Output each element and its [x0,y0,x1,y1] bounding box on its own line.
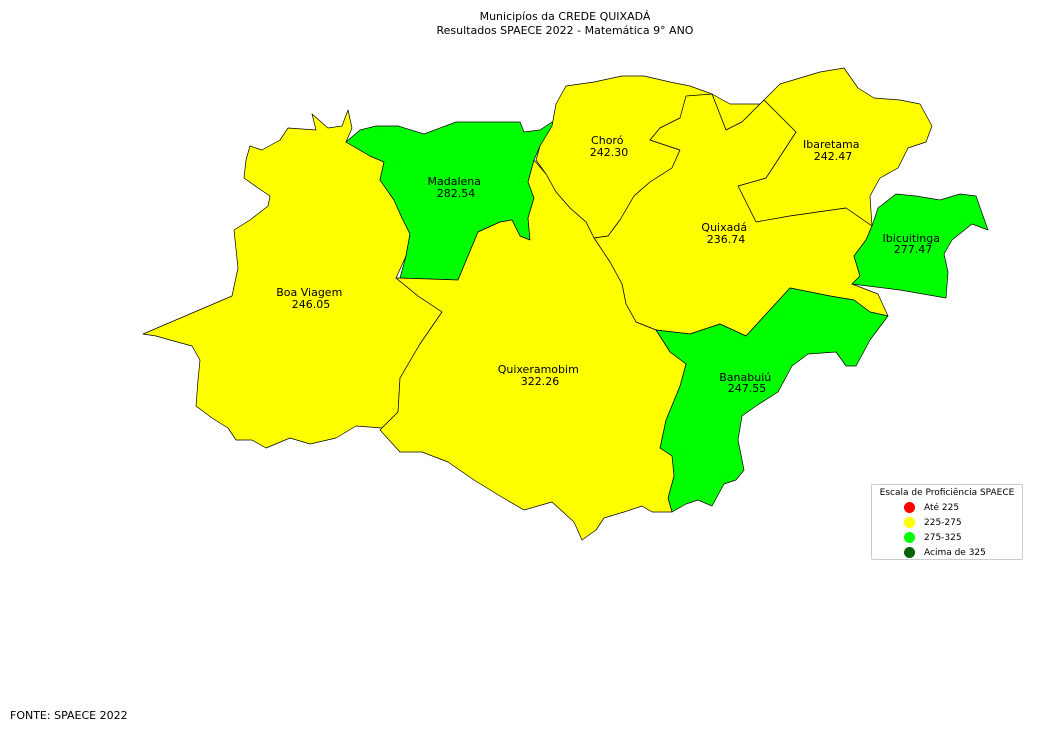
municipality-name: Banabuiú [719,371,771,384]
legend-label: Até 225 [924,502,960,513]
municipality-label-quixada: Quixadá 236.74 [701,221,750,246]
municipality-name: Boa Viagem [276,286,342,299]
legend: Escala de Proficiência SPAECE Até 225 22… [871,484,1023,560]
municipality-label-boa-viagem: Boa Viagem 246.05 [276,286,346,311]
municipality-score: 247.55 [728,382,767,395]
legend-title: Escala de Proficiência SPAECE [879,488,1015,498]
legend-swatch [904,517,915,528]
municipality-label-banabuiu: Banabuiú 247.55 [719,371,774,395]
legend-label: 275-325 [924,532,962,543]
legend-label: Acima de 325 [924,547,986,558]
municipality-name: Choró [591,134,624,147]
municipality-name: Quixeramobim [498,363,579,376]
legend-swatch [904,532,915,543]
municipality-label-quixeramobim: Quixeramobim 322.26 [498,363,583,388]
municipality-score: 322.26 [521,375,560,388]
municipality-score: 242.30 [590,146,629,159]
municipality-score: 246.05 [292,298,331,311]
municipality-label-madalena: Madalena 282.54 [428,175,485,200]
legend-item: 275-325 [876,530,1018,545]
municipality-score: 242.47 [814,150,853,163]
legend-swatch [904,547,915,558]
municipality-name: Ibicuitinga [883,232,940,245]
map-title-line1: Municipíos da CREDE QUIXADÁ [479,10,651,23]
legend-item: Até 225 [876,500,1018,515]
municipality-score: 277.47 [894,243,933,256]
municipality-score: 282.54 [437,187,476,200]
source-note: FONTE: SPAECE 2022 [10,709,128,722]
municipality-name: Ibaretama [803,138,860,151]
municipality-ibicuitinga[interactable] [851,193,989,299]
legend-item: 225-275 [876,515,1018,530]
municipality-score: 236.74 [707,233,746,246]
municipality-label-choro: Choró 242.30 [590,134,629,159]
municipality-name: Madalena [428,175,482,188]
map-title: Municipíos da CREDE QUIXADÁ Resultados S… [0,10,1040,38]
legend-item: Acima de 325 [876,545,1018,560]
legend-swatch [904,502,915,513]
municipality-name: Quixadá [701,221,747,234]
municipality-label-ibicuitinga: Ibicuitinga 277.47 [883,232,944,256]
municipality-label-ibaretama: Ibaretama 242.47 [803,138,863,163]
legend-label: 225-275 [924,517,962,528]
map-title-line2: Resultados SPAECE 2022 - Matemática 9° A… [436,24,694,37]
municipality-quixeramobim[interactable] [379,159,687,541]
